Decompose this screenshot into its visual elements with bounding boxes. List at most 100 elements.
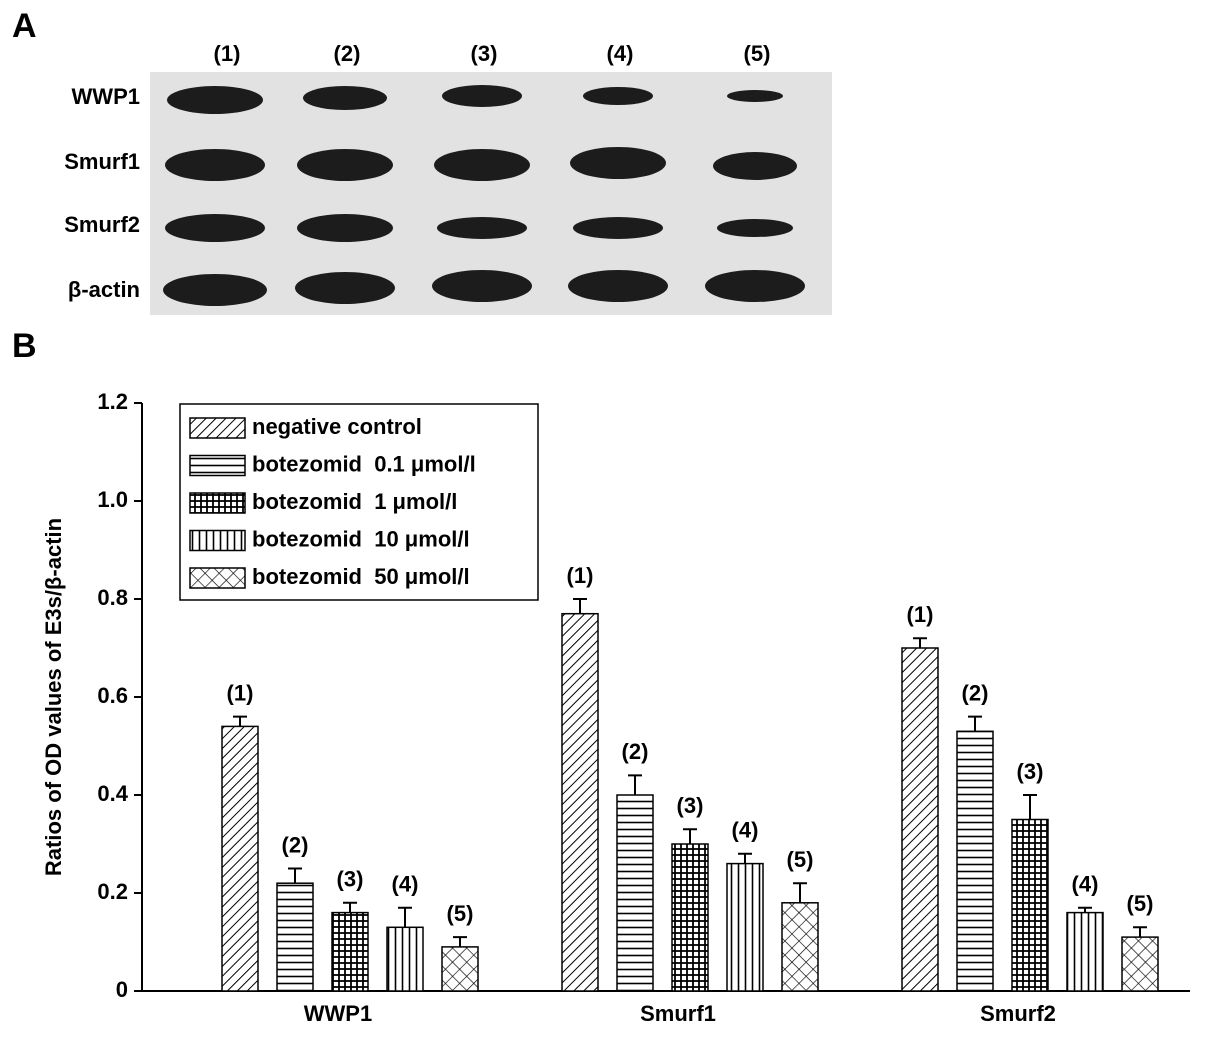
lane-label: (5) — [744, 41, 771, 66]
band — [442, 85, 522, 107]
lane-label: (1) — [214, 41, 241, 66]
bar — [441, 946, 479, 992]
y-axis-title: Ratios of OD values of E3s/β-actin — [41, 518, 66, 876]
error-bar — [398, 906, 412, 928]
band — [165, 149, 265, 181]
error-bar — [1023, 794, 1037, 820]
error-bar — [288, 867, 302, 884]
bar-label: (5) — [1127, 891, 1154, 916]
legend-label: botezomid 1 μmol/l — [252, 489, 457, 514]
band — [163, 274, 267, 306]
western-blot — [150, 72, 832, 315]
y-tick-label: 1.2 — [97, 389, 128, 414]
error-bar — [738, 852, 752, 864]
band — [437, 217, 527, 239]
y-tick-label: 0.8 — [97, 585, 128, 610]
bar-label: (3) — [677, 793, 704, 818]
y-tick-label: 0 — [116, 977, 128, 1002]
bar-label: (1) — [907, 602, 934, 627]
band — [297, 149, 393, 181]
error-bar — [968, 715, 982, 732]
legend-swatch — [189, 567, 246, 589]
legend-label: botezomid 0.1 μmol/l — [252, 451, 476, 476]
error-bar — [1078, 906, 1092, 913]
legend-swatch — [189, 417, 246, 439]
band — [713, 152, 797, 180]
band — [434, 149, 530, 181]
error-bar — [573, 598, 587, 614]
band — [705, 270, 805, 302]
error-bar — [233, 715, 247, 727]
band — [167, 86, 263, 114]
lane-label: (3) — [471, 41, 498, 66]
y-tick-label: 0.2 — [97, 879, 128, 904]
band — [568, 270, 668, 302]
bar-label: (5) — [447, 901, 474, 926]
legend-label: negative control — [252, 414, 422, 439]
bar-label: (1) — [227, 680, 254, 705]
panel-label: B — [12, 327, 37, 365]
error-bar — [453, 936, 467, 947]
protein-label: β-actin — [68, 277, 140, 302]
legend-swatch — [189, 529, 246, 552]
bar — [221, 725, 259, 992]
lane-label: (2) — [334, 41, 361, 66]
lane-label: (4) — [607, 41, 634, 66]
bar — [561, 612, 599, 992]
bar — [616, 794, 654, 992]
bar — [726, 862, 764, 992]
bar-label: (4) — [1072, 872, 1099, 897]
bar — [901, 647, 939, 992]
band — [717, 219, 793, 237]
y-tick-label: 0.4 — [97, 781, 128, 806]
plot-area: 0 0.2 0.4 0.6 0.8 1.0 1.2 WWP1 Smurf1 Smurf2 (1) (1… — [97, 389, 1190, 1026]
error-bar — [343, 901, 357, 913]
bar — [1121, 936, 1159, 992]
bar-label: (3) — [337, 867, 364, 892]
protein-label: WWP1 — [72, 84, 140, 109]
error-bar — [913, 637, 927, 648]
bar — [276, 882, 314, 992]
error-bar — [628, 774, 642, 795]
bar — [781, 902, 819, 992]
error-bar — [1133, 926, 1147, 938]
bar-label: (5) — [787, 847, 814, 872]
bar-label: (4) — [392, 872, 419, 897]
bar — [1011, 818, 1049, 992]
bar — [956, 730, 994, 992]
band — [573, 217, 663, 239]
bar-label: (2) — [962, 680, 989, 705]
x-tick-label: WWP1 — [304, 1001, 372, 1026]
band — [303, 86, 387, 110]
legend-label: botezomid 50 μmol/l — [252, 564, 470, 589]
bar-label: (1) — [567, 563, 594, 588]
bar — [386, 926, 424, 992]
bar-label: (4) — [732, 818, 759, 843]
x-tick-label: Smurf2 — [980, 1001, 1056, 1026]
legend-swatch — [189, 454, 246, 477]
legend-swatch — [189, 492, 246, 514]
error-bar — [683, 828, 697, 844]
protein-labels: WWP1 Smurf1 Smurf2 β-actin — [64, 84, 140, 302]
bar-label: (3) — [1017, 759, 1044, 784]
protein-label: Smurf2 — [64, 212, 140, 237]
band — [432, 270, 532, 302]
band — [570, 147, 666, 179]
band — [165, 214, 265, 242]
lane-labels: (1) (2) (3) (4) (5) — [214, 41, 771, 66]
band — [583, 87, 653, 105]
bar — [1066, 911, 1104, 992]
band — [297, 214, 393, 242]
y-tick-label: 1.0 — [97, 487, 128, 512]
bar — [331, 911, 369, 992]
bar-label: (2) — [622, 739, 649, 764]
bar — [671, 843, 709, 992]
bar-label: (2) — [282, 832, 309, 857]
band — [295, 272, 395, 304]
band — [727, 90, 783, 102]
panel-label: A — [12, 7, 37, 45]
legend-label: botezomid 10 μmol/l — [252, 526, 470, 551]
protein-label: Smurf1 — [64, 149, 140, 174]
error-bar — [793, 882, 807, 903]
